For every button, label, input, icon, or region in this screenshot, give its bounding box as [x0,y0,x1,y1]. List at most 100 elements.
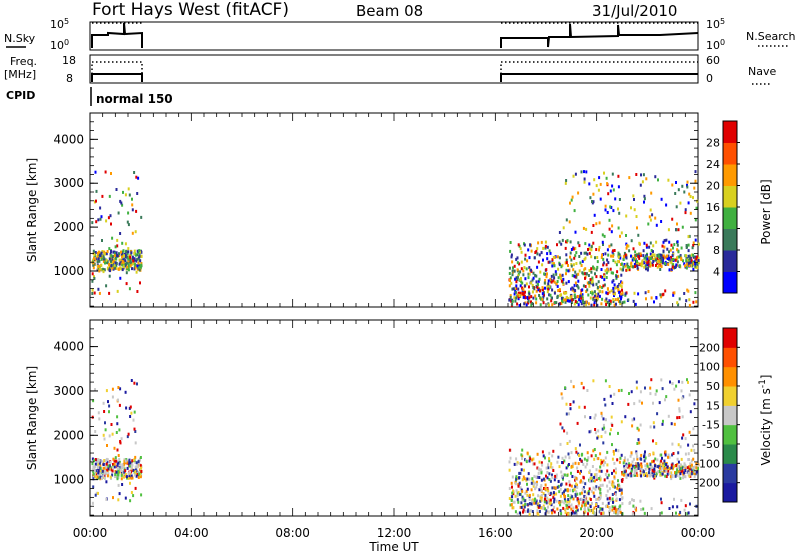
range-cell [621,301,624,305]
range-cell [575,476,578,480]
colorbar-tick-label: 50 [706,380,720,393]
range-cell [568,499,571,503]
range-cell [673,464,676,468]
range-cell [693,475,696,479]
range-cell [647,222,650,226]
range-cell [670,463,673,467]
range-cell [579,469,582,473]
range-cell [646,474,649,478]
range-cell [617,431,619,435]
range-cell [95,199,97,203]
range-cell [544,456,546,460]
range-cell [127,223,130,227]
range-cell [679,445,682,449]
range-cell [562,277,565,281]
range-cell [614,510,617,514]
range-cell [522,269,525,273]
range-cell [636,426,639,430]
range-cell [653,253,656,257]
range-cell [128,287,131,291]
freq-left-tick-top: 18 [62,54,76,67]
range-cell [99,464,102,468]
range-cell [116,477,119,481]
freq-left-tick-bottom: 8 [66,72,73,85]
range-cell [525,489,528,493]
range-cell [661,466,664,470]
range-cell [608,487,611,491]
range-cell [600,435,603,439]
range-cell [584,285,587,288]
range-cell [655,296,658,300]
range-cell [532,480,535,484]
range-cell [614,260,617,264]
range-cell [555,476,558,479]
range-cell [693,469,696,473]
range-cell [643,197,646,201]
range-cell [618,253,621,257]
range-cell [113,446,116,450]
range-cell [595,473,598,476]
range-cell [650,191,653,195]
range-cell [140,215,143,219]
range-cell [684,211,687,215]
range-cell [660,497,662,501]
range-cell [117,469,120,473]
range-cell [678,407,681,411]
range-cell [594,428,597,431]
range-cell [599,182,602,186]
range-cell [110,264,113,268]
range-cell [540,471,543,475]
range-cell [524,284,527,288]
range-cell [614,197,617,201]
range-cell [597,292,600,296]
range-cell [667,254,670,258]
range-cell [519,284,522,288]
range-cell [115,251,118,255]
range-cell [660,258,663,261]
range-cell [108,434,111,438]
range-cell [129,405,132,409]
range-cell [584,482,587,486]
range-cell [580,302,583,306]
range-cell [521,489,524,493]
range-cell [676,243,679,247]
range-cell [134,486,137,490]
range-cell [91,457,94,461]
range-cell [663,245,666,249]
range-cell [96,255,99,259]
range-cell [548,249,551,253]
range-cell [667,469,670,473]
range-cell [561,456,564,460]
range-cell [653,467,656,471]
range-cell [640,173,642,177]
range-cell [583,510,586,514]
range-cell [608,227,611,231]
range-cell [540,461,543,465]
range-cell [570,484,573,488]
range-cell [608,218,611,222]
range-cell [651,468,654,472]
range-cell [676,301,679,305]
range-cell [130,474,133,478]
range-cell [695,300,698,304]
range-cell [544,483,547,487]
range-cell [619,283,622,287]
range-cell [132,494,135,498]
range-cell [127,266,130,270]
range-cell [633,291,636,295]
range-cell [544,244,547,248]
range-cell [545,268,548,272]
range-cell [546,496,549,500]
noise-right-tick-bottom: 100 [706,38,725,53]
range-cell [633,198,635,201]
colorbar-swatch [723,463,737,484]
range-cell [521,448,524,452]
range-cell [626,268,629,272]
range-cell [620,420,623,424]
range-cell [620,297,622,301]
range-cell [632,499,635,502]
range-cell [599,285,601,289]
range-cell [568,299,571,303]
range-cell [136,257,139,261]
